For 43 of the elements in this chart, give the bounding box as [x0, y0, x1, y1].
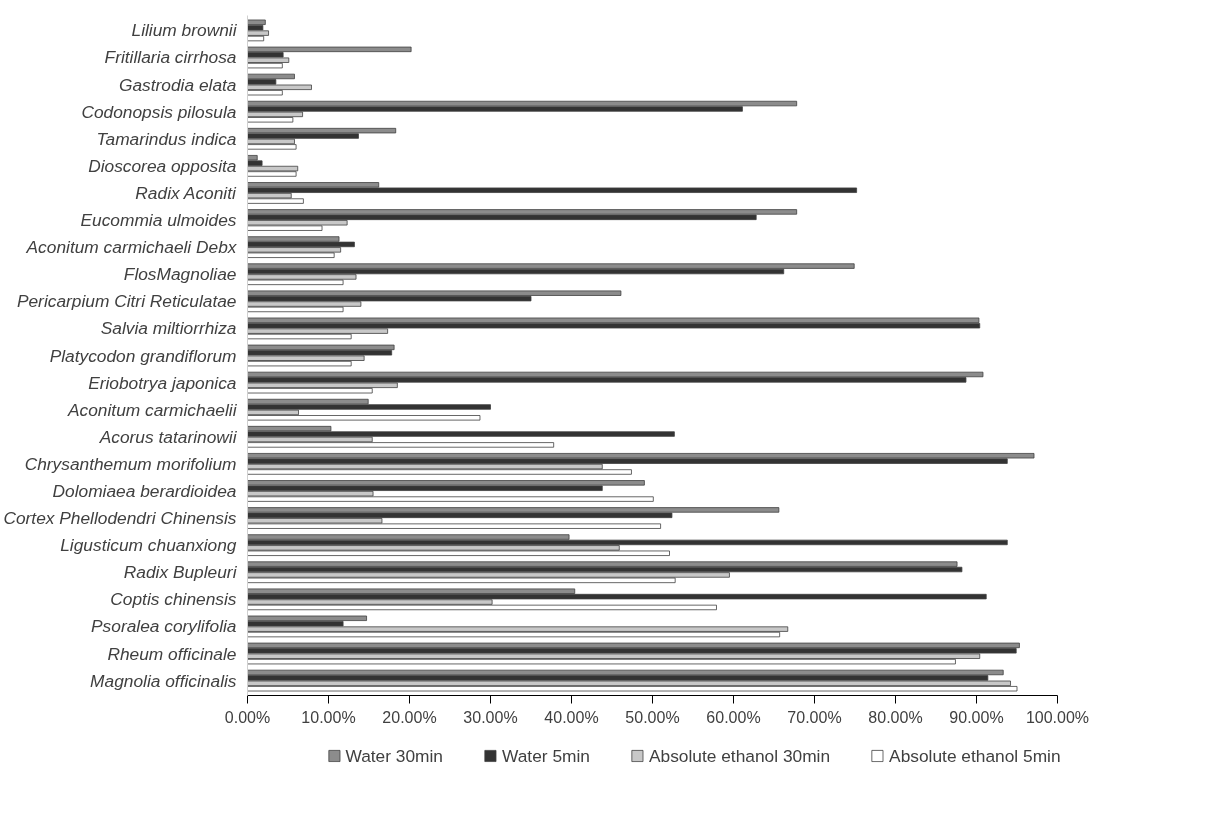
y-tick-label: Dioscorea opposita — [88, 155, 237, 176]
y-tick-label: Pericarpium Citri Reticulatae — [16, 291, 237, 312]
y-tick-label: Aconitum carmichaelii — [66, 399, 238, 420]
y-tick-label: FlosMagnoliae — [123, 264, 237, 285]
y-tick-label: Cortex Phellodendri Chinensis — [3, 508, 237, 529]
y-tick-label: Radix Bupleuri — [123, 562, 238, 583]
bar — [247, 669, 1004, 676]
y-tick-label: Lilium brownii — [131, 20, 238, 41]
legend-label: Water 5min — [502, 745, 590, 766]
y-tick-label: Platycodon grandiflorum — [49, 345, 237, 366]
y-tick-label: Ligusticum chuanxiong — [60, 535, 237, 556]
x-tick-label: 70.00% — [787, 708, 842, 726]
y-tick-label: Gastrodia elata — [118, 74, 237, 95]
legend-label: Water 30min — [345, 745, 444, 766]
x-tick-label: 30.00% — [463, 708, 518, 726]
y-tick-label: Eucommia ulmoides — [80, 210, 237, 231]
y-tick-label: Radix Aconiti — [135, 182, 238, 203]
y-tick-label: Psoralea corylifolia — [91, 616, 237, 637]
y-tick-label: Eriobotrya japonica — [88, 372, 237, 393]
y-tick-label: Salvia miltiorrhiza — [100, 318, 237, 339]
y-tick-label: Rheum officinale — [107, 643, 237, 664]
x-tick-label: 50.00% — [625, 708, 680, 726]
x-tick-label: 60.00% — [706, 708, 761, 726]
y-tick-label: Acorus tatarinowii — [98, 426, 238, 447]
y-tick-label: Dolomiaea berardioidea — [52, 480, 237, 501]
x-tick-label: 20.00% — [382, 708, 437, 726]
y-tick-label: Coptis chinensis — [110, 589, 237, 610]
y-tick-label: Aconitum carmichaeli Debx — [25, 237, 238, 258]
x-tick-label: 100.00% — [1025, 708, 1090, 726]
y-tick-label: Tamarindus indica — [96, 128, 237, 149]
x-tick-label: 80.00% — [868, 708, 923, 726]
bar — [247, 73, 295, 80]
x-tick-label: 90.00% — [949, 708, 1004, 726]
x-tick-label: 40.00% — [544, 708, 599, 726]
x-tick-label: 10.00% — [301, 708, 356, 726]
legend-label: Absolute ethanol 5min — [889, 745, 1061, 766]
y-tick-label: Fritillaria cirrhosa — [104, 47, 237, 68]
bar — [247, 46, 412, 53]
y-tick-label: Magnolia officinalis — [90, 670, 237, 691]
y-tick-label: Chrysanthemum morifolium — [24, 453, 237, 474]
legend-label: Absolute ethanol 30min — [648, 745, 831, 766]
y-tick-label: Codonopsis pilosula — [81, 101, 237, 122]
x-tick-label: 0.00% — [224, 708, 271, 726]
